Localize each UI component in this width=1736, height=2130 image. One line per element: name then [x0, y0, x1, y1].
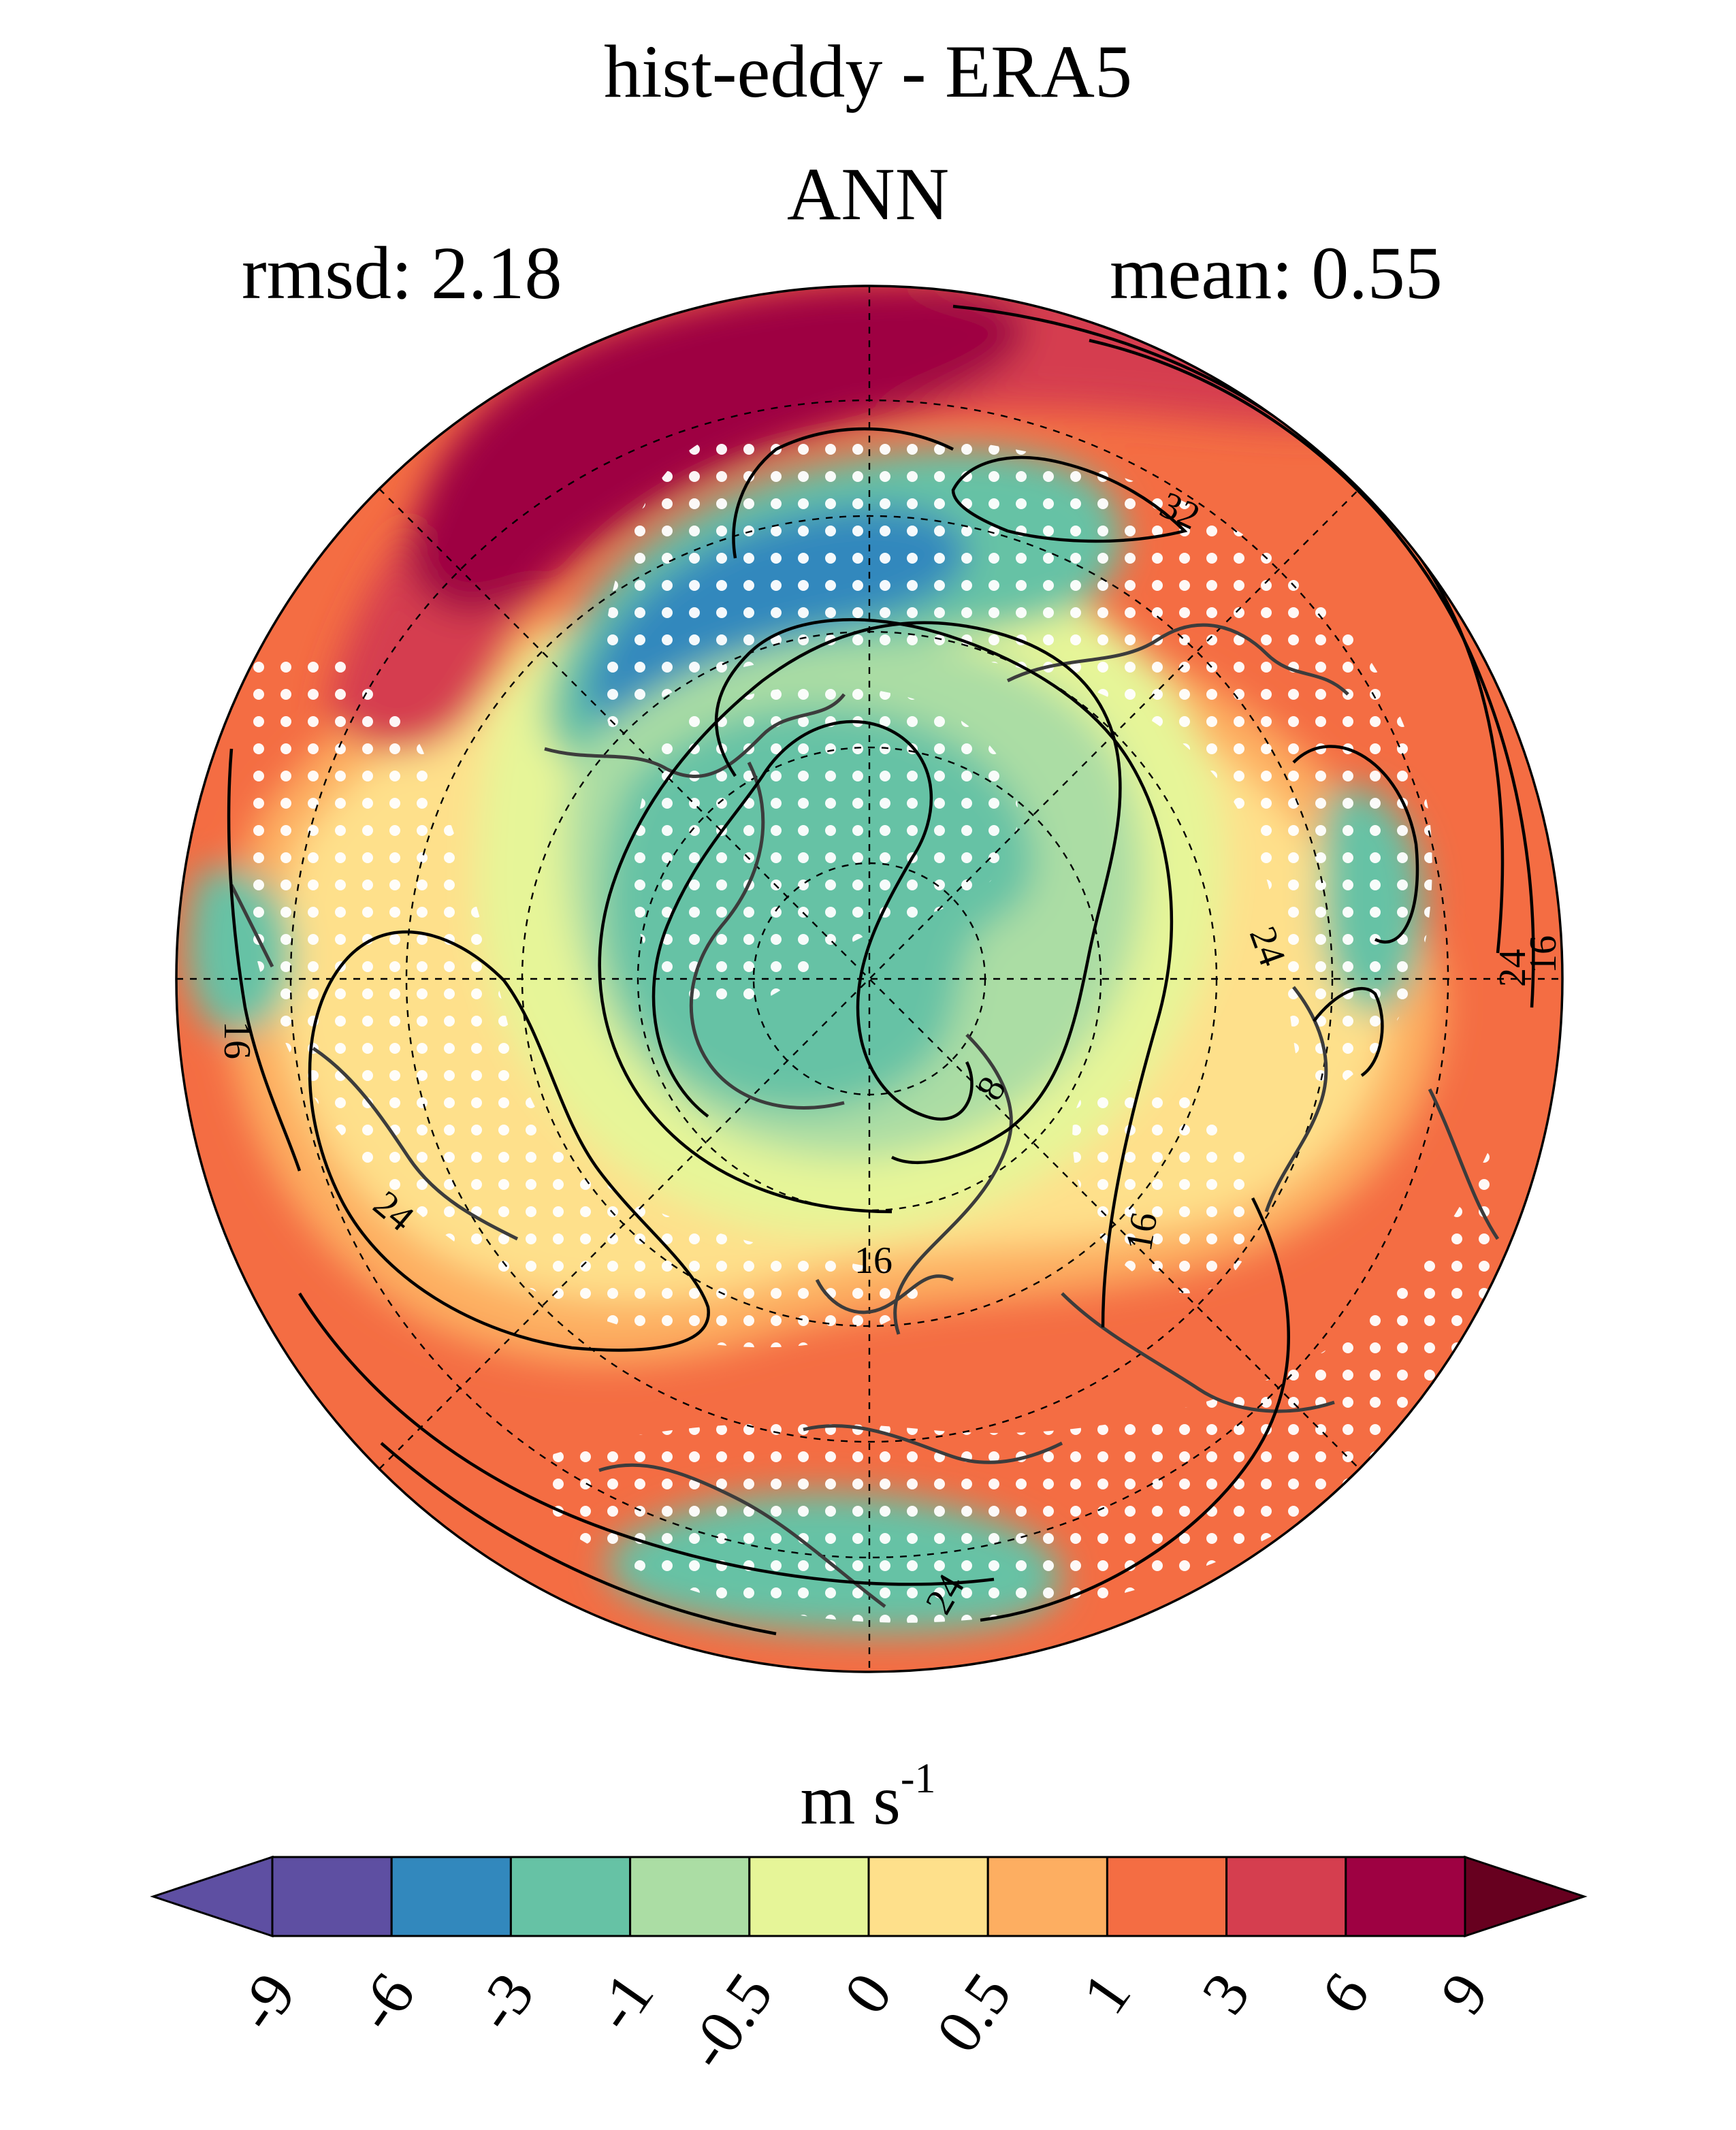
graticule [176, 286, 1562, 1672]
colorbar-swatch [1345, 1856, 1466, 1937]
mean-label: mean: 0.55 [1110, 231, 1443, 314]
chart-title: hist-eddy - ERA5 [603, 30, 1132, 113]
colorbar-tick-label: -6 [341, 1960, 428, 2043]
colorbar-tick-label: 6 [1308, 1960, 1383, 2026]
colorbar-units: m s-1 [800, 1756, 936, 1839]
colorbar-tick-label: 9 [1427, 1960, 1502, 2026]
colorbar-swatch [271, 1856, 393, 1937]
colorbar-tick-label: 3 [1188, 1960, 1263, 2026]
map-border [175, 285, 1564, 1673]
colorbar-swatch [748, 1856, 870, 1937]
colorbar-swatch [1225, 1856, 1347, 1937]
colorbar-swatch [390, 1856, 512, 1937]
colorbar-swatch [986, 1856, 1108, 1937]
polar-map: 8 16 16 16 24 24 24 32 24 16 [175, 285, 1564, 1673]
colorbar-tick-label: -9 [222, 1960, 309, 2043]
contour-label: 24 [1492, 949, 1534, 987]
stippling [237, 430, 1507, 1623]
colorbar-swatch [867, 1856, 989, 1937]
colorbar-tick-label: -1 [580, 1960, 667, 2043]
colorbar-under-arrow [150, 1855, 274, 1938]
contour-label: 16 [216, 1021, 258, 1059]
colorbar-tick-label: -3 [461, 1960, 548, 2043]
colorbar-tick-label: 0.5 [922, 1960, 1025, 2065]
colorbar-over-arrow [1464, 1855, 1588, 1938]
colorbar-tick-label: 1 [1069, 1960, 1144, 2026]
rmsd-label: rmsd: 2.18 [242, 231, 562, 314]
colorbar-tick-label: 0 [831, 1960, 905, 2026]
colorbar-swatch [509, 1856, 632, 1937]
colorbar-swatch [629, 1856, 751, 1937]
contour-label: 16 [1522, 935, 1564, 973]
contour-label: 16 [1118, 1209, 1166, 1254]
map-disk [176, 286, 1562, 1672]
colorbar-swatch [1106, 1856, 1228, 1937]
colorbar-tick-label: -0.5 [672, 1960, 786, 2082]
contour-label: 16 [854, 1240, 893, 1282]
chart-subtitle: ANN [786, 152, 950, 236]
